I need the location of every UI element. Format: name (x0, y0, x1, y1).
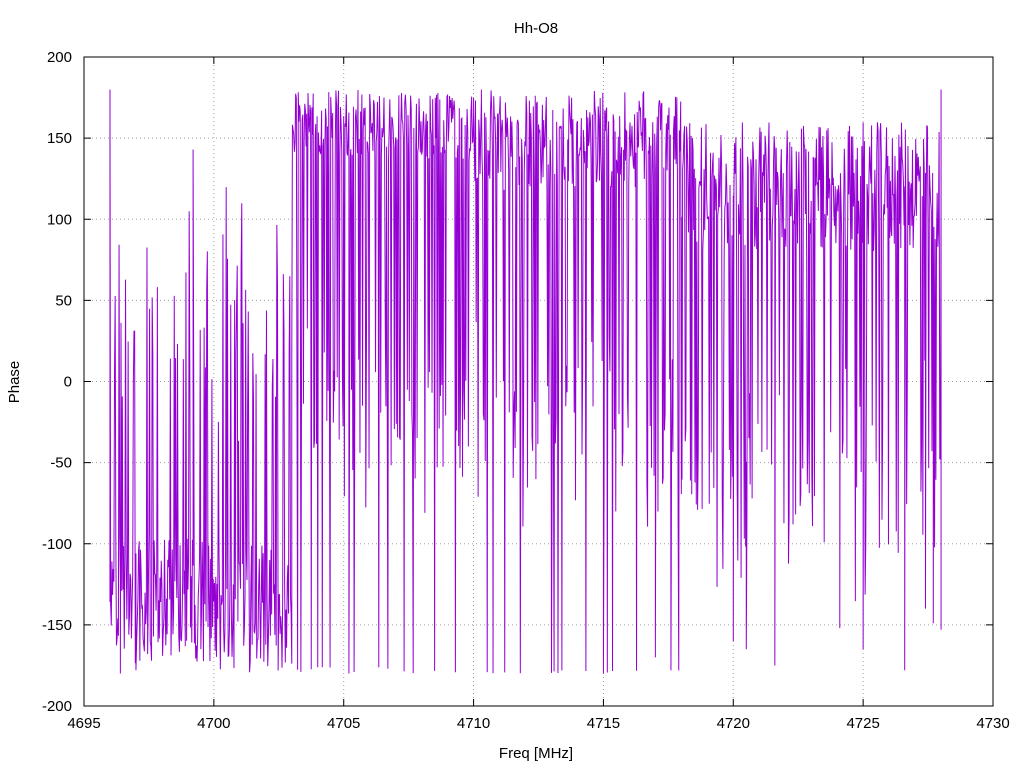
x-tick-label: 4705 (327, 715, 360, 732)
y-tick-label: 0 (64, 374, 72, 391)
x-tick-label: 4715 (587, 715, 620, 732)
x-tick-label: 4695 (67, 715, 100, 732)
y-tick-label: -50 (50, 455, 72, 472)
y-tick-label: 200 (47, 49, 72, 66)
y-tick-label: 150 (47, 130, 72, 147)
axis-ticks (83, 56, 994, 707)
x-axis-label: Freq [MHz] (499, 745, 573, 762)
y-axis-label: Phase (6, 361, 23, 404)
x-tick-label: 4700 (197, 715, 230, 732)
y-tick-label: -200 (42, 698, 72, 715)
x-tick-label: 4710 (457, 715, 490, 732)
chart-title: Hh-O8 (514, 20, 558, 37)
x-tick-label: 4720 (717, 715, 750, 732)
y-tick-label: 50 (55, 292, 72, 309)
y-tick-label: 100 (47, 211, 72, 228)
x-tick-labels: 4695 4700 4705 4710 4715 4720 4725 4730 (67, 715, 1009, 732)
series-line (109, 89, 942, 674)
x-tick-label: 4730 (976, 715, 1009, 732)
y-tick-label: -100 (42, 536, 72, 553)
series-phase (109, 89, 942, 674)
x-tick-label: 4725 (846, 715, 879, 732)
y-tick-label: -150 (42, 617, 72, 634)
y-tick-labels: 200 150 100 50 0 -50 -100 -150 -200 (42, 49, 72, 715)
